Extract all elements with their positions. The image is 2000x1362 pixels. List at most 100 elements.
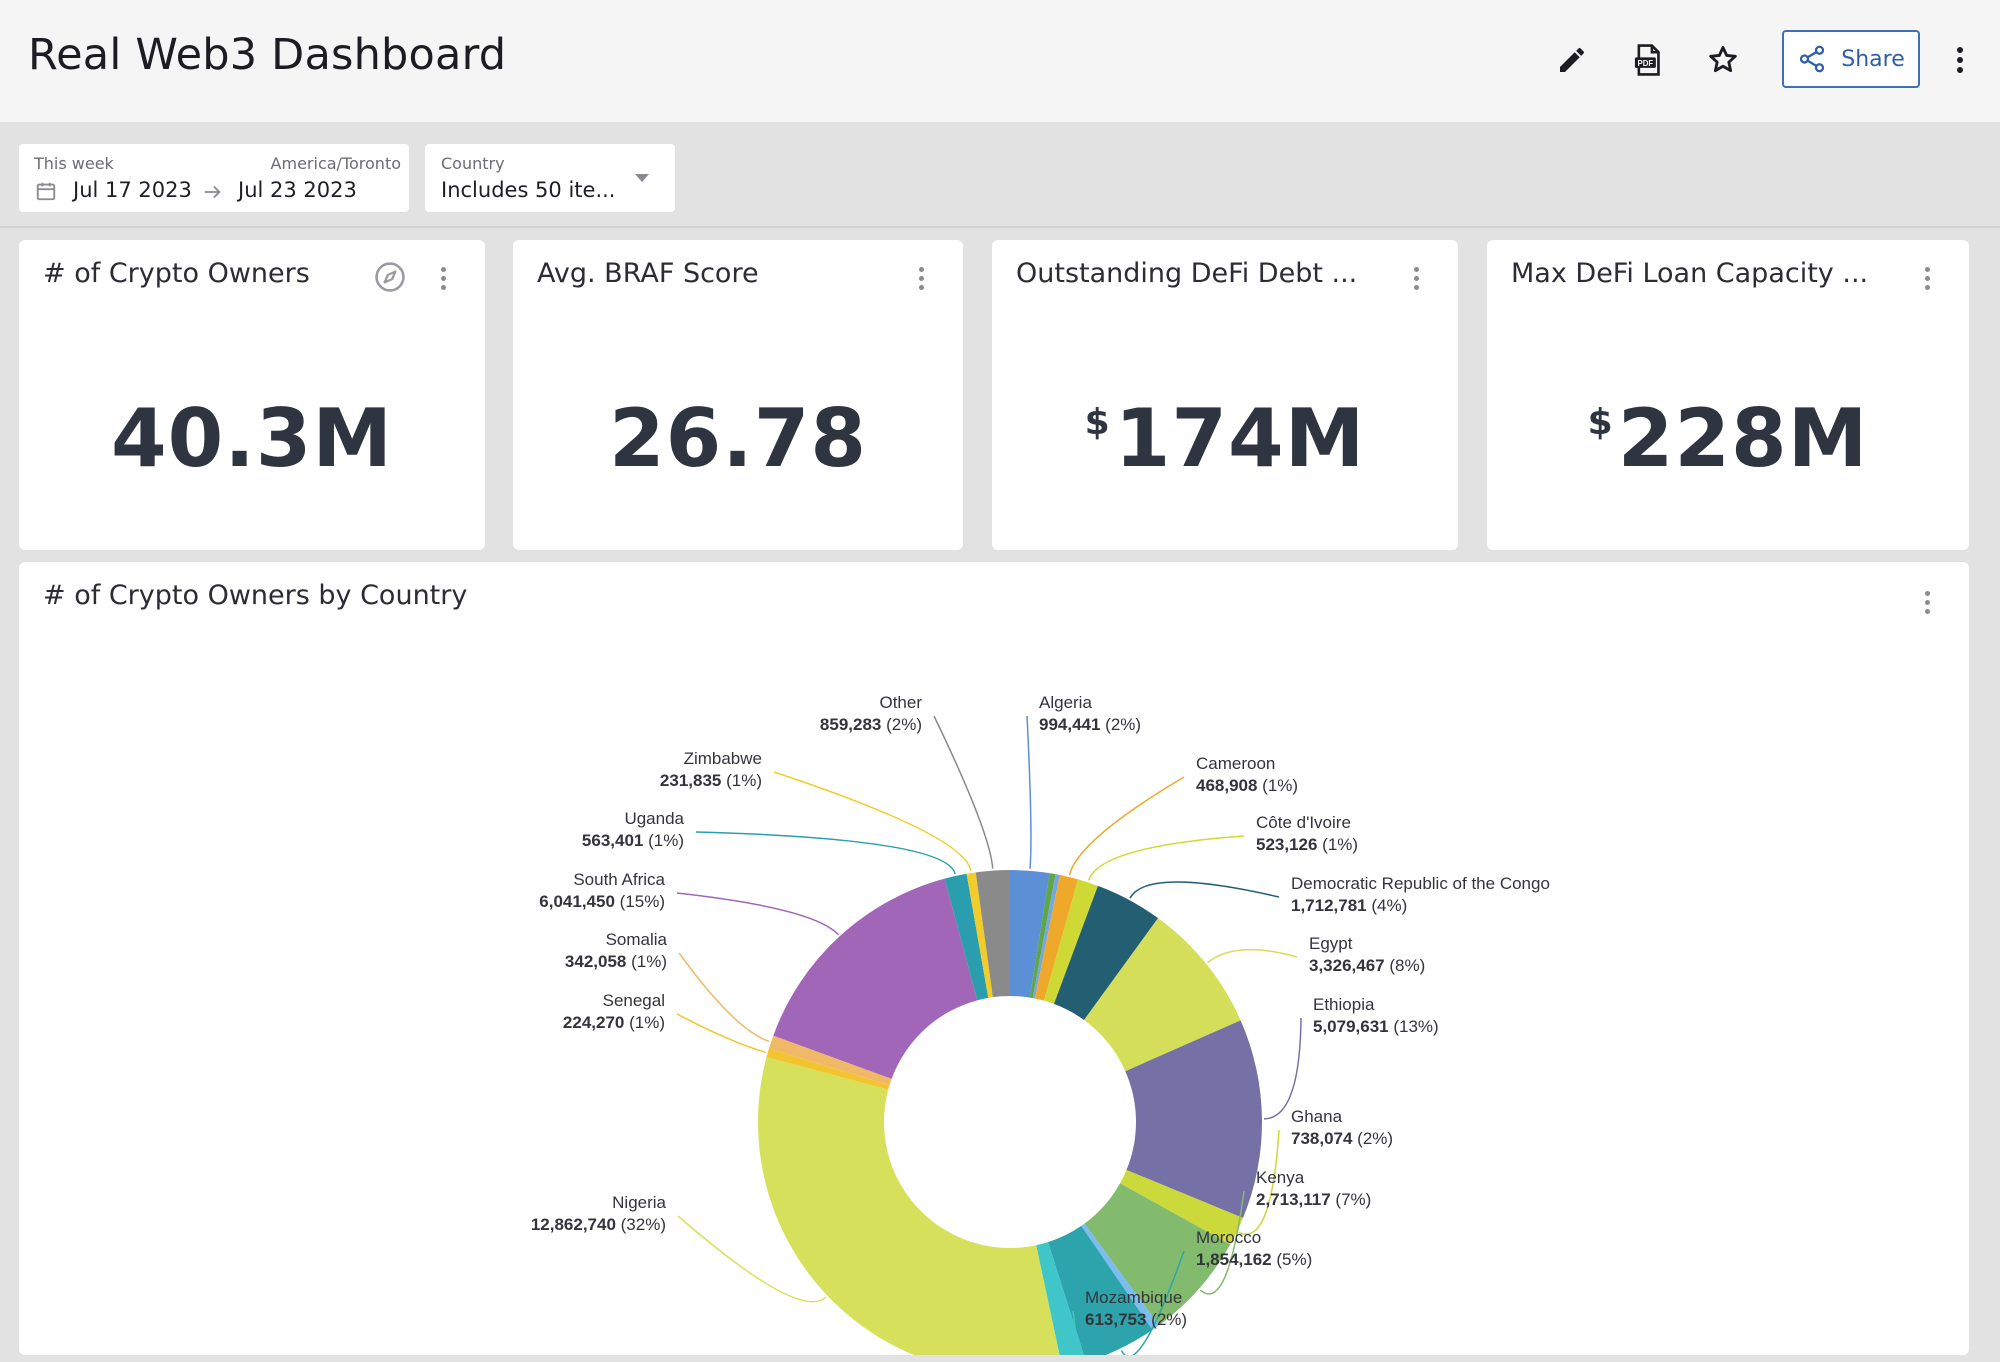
chevron-down-icon (635, 174, 649, 182)
pie-slice-ghana[interactable] (1120, 1169, 1244, 1245)
currency-symbol: $ (1084, 402, 1111, 443)
slice-value-label: 563,401 (1%) (582, 831, 684, 850)
edit-button[interactable] (1552, 40, 1592, 80)
pie-slice-nigeria[interactable] (758, 1057, 1062, 1355)
country-filter[interactable]: Country Includes 50 ite... (425, 144, 675, 212)
slice-value-label: 6,041,450 (15%) (539, 892, 665, 911)
slice-label: Ethiopia (1313, 995, 1375, 1014)
kpi-title: # of Crypto Owners (43, 258, 310, 289)
leader-line (1120, 1250, 1185, 1355)
pie-slice-egypt[interactable] (1084, 918, 1241, 1072)
share-button[interactable]: Share (1782, 30, 1920, 88)
card-menu-button[interactable] (1915, 584, 1939, 620)
pie-slice-other[interactable] (975, 870, 1010, 998)
pdf-icon: PDF (1634, 44, 1660, 76)
slice-label: Other (879, 693, 922, 712)
arrow-right-icon (204, 185, 221, 199)
pie-slice-algeria[interactable] (1010, 870, 1050, 998)
slice-value-label: 231,835 (1%) (660, 771, 762, 790)
kpi-card-loan-capacity: Max DeFi Loan Capacity ... $228M (1487, 240, 1969, 550)
pie-slice[interactable] (1032, 874, 1060, 999)
more-options-button[interactable] (1948, 42, 1972, 78)
leader-line (1087, 835, 1245, 881)
slice-label: South Africa (573, 870, 665, 889)
leader-line (1263, 1017, 1302, 1120)
donut-chart: Algeria 994,441 (2%) Cameroon 468,908 (1%) C… (531, 693, 1550, 1355)
leader-line (695, 831, 956, 875)
pie-slice-zimbabwe[interactable] (966, 872, 993, 998)
pie-slice-democratic-republic-of-the-congo[interactable] (1053, 885, 1159, 1021)
slice-label: Nigeria (612, 1193, 666, 1212)
share-label: Share (1841, 46, 1905, 72)
pie-slice[interactable] (1081, 1223, 1160, 1330)
leader-line (773, 771, 972, 872)
card-menu-button[interactable] (909, 260, 933, 296)
pie-slice-uganda[interactable] (944, 873, 989, 1001)
pie-slice-cameroon[interactable] (1034, 874, 1079, 1001)
slice-value-label: 738,074 (2%) (1291, 1129, 1393, 1148)
date-start: Jul 17 2023 (73, 178, 192, 202)
date-filter-label: This week (34, 154, 114, 173)
date-end: Jul 23 2023 (238, 178, 357, 202)
kpi-title: Avg. BRAF Score (537, 258, 759, 289)
leader-line (1072, 1310, 1079, 1355)
leader-line (1199, 1190, 1245, 1295)
slice-label: Egypt (1309, 934, 1353, 953)
slice-value-label: 3,326,467 (8%) (1309, 956, 1425, 975)
compass-icon[interactable] (373, 260, 407, 294)
kpi-value: 26.78 (608, 392, 868, 485)
pie-slice-south-africa[interactable] (773, 878, 978, 1079)
slice-value-label: 859,283 (2%) (820, 715, 922, 734)
pie-slice-mozambique[interactable] (1036, 1242, 1086, 1355)
kpi-value: $174M (1084, 392, 1366, 485)
leader-line (1207, 948, 1298, 964)
pie-slice-kenya[interactable] (1084, 1183, 1231, 1326)
slice-value-label: 523,126 (1%) (1256, 835, 1358, 854)
slice-label: Morocco (1196, 1228, 1261, 1247)
pie-slice-c-te-d-ivoire[interactable] (1044, 879, 1098, 1004)
favorite-button[interactable] (1703, 40, 1743, 80)
slice-label: Algeria (1039, 693, 1092, 712)
pie-slice-ethiopia[interactable] (1125, 1020, 1262, 1218)
slice-value-label: 224,270 (1%) (563, 1013, 665, 1032)
card-menu-button[interactable] (431, 260, 455, 296)
leader-line (1238, 1129, 1280, 1235)
slice-label: Uganda (624, 809, 684, 828)
pie-slice[interactable] (1029, 873, 1056, 999)
slice-label: Kenya (1256, 1168, 1305, 1187)
slice-value-label: 5,079,631 (13%) (1313, 1017, 1439, 1036)
star-icon (1709, 46, 1737, 73)
pencil-icon (1560, 47, 1585, 72)
filter-bar: This week America/Toronto Jul 17 2023 Ju… (0, 122, 2000, 228)
kpi-card-crypto-owners: # of Crypto Owners 40.3M (19, 240, 485, 550)
kpi-value: 40.3M (111, 392, 393, 485)
slice-value-label: 613,753 (2%) (1085, 1310, 1187, 1329)
country-filter-value: Includes 50 ite... (441, 178, 616, 202)
slice-value-label: 1,854,162 (5%) (1196, 1250, 1312, 1269)
card-menu-button[interactable] (1404, 260, 1428, 296)
export-pdf-button[interactable]: PDF (1628, 40, 1668, 80)
share-icon (1800, 45, 1825, 73)
leader-line (677, 1215, 827, 1303)
leader-line (678, 952, 770, 1043)
date-range-filter[interactable]: This week America/Toronto Jul 17 2023 Ju… (19, 144, 409, 212)
slice-value-label: 468,908 (1%) (1196, 776, 1298, 795)
pie-slice-somalia[interactable] (768, 1035, 892, 1086)
slice-label: Somalia (606, 930, 668, 949)
kpi-title: Outstanding DeFi Debt ... (1016, 258, 1358, 289)
slice-value-label: 2,713,117 (7%) (1256, 1190, 1371, 1209)
slice-label: Senegal (603, 991, 665, 1010)
currency-symbol: $ (1587, 402, 1614, 443)
chart-title: # of Crypto Owners by Country (43, 580, 468, 611)
country-filter-label: Country (441, 154, 505, 173)
pie-slice-senegal[interactable] (766, 1048, 890, 1090)
kpi-value: $228M (1587, 392, 1869, 485)
leader-line (676, 892, 839, 936)
card-menu-button[interactable] (1915, 260, 1939, 296)
kpi-card-defi-debt: Outstanding DeFi Debt ... $174M (992, 240, 1458, 550)
slice-label: Côte d'Ivoire (1256, 813, 1351, 832)
slice-value-label: 994,441 (2%) (1039, 715, 1141, 734)
leader-line (933, 715, 994, 869)
slice-label: Ghana (1291, 1107, 1343, 1126)
dashboard-header: Real Web3 Dashboard PDF Share (0, 0, 2000, 122)
